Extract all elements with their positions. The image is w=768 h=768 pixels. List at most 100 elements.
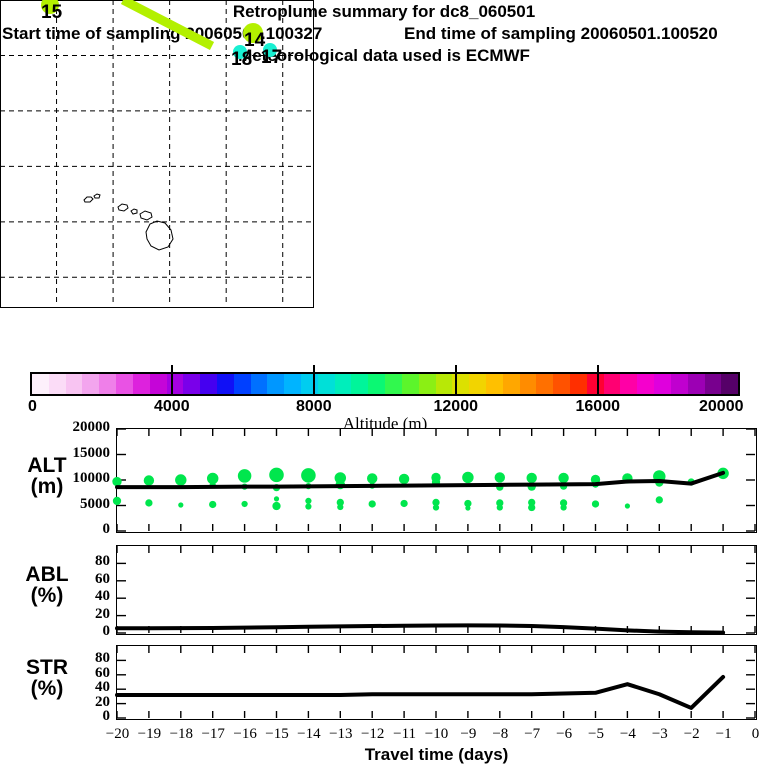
x-tick-label: −8 [492,726,509,742]
colorbar-segment [401,374,419,394]
colorbar-segment [351,374,369,394]
colorbar-segment [334,374,352,394]
colorbar-segment [553,374,570,394]
str-plot [115,646,756,719]
colorbar-segment [65,374,83,394]
hawaii-coastline [83,193,174,251]
abl-row-label: ABL (%) [4,564,90,606]
y-tick-label: 40 [95,588,110,605]
colorbar-tick-label: 8000 [296,398,332,415]
colorbar-segment [469,374,486,394]
x-tick-label: −7 [524,726,541,742]
colorbar-divider [597,372,599,396]
colorbar-divider [171,372,173,396]
colorbar-tick-label: 12000 [433,398,479,415]
x-tick-label: −10 [424,726,449,742]
colorbar-divider [455,372,457,396]
colorbar-segment [82,374,100,394]
abl-label-unit: (%) [30,584,64,607]
alt-row-label: ALT (m) [4,455,90,497]
colorbar-tick-label: 0 [28,398,37,415]
abl-label-text: ABL [25,563,69,586]
colorbar-segment [250,374,268,394]
colorbar-segment [570,374,587,394]
colorbar-segment [687,374,705,394]
map-canvas [0,0,311,305]
colorbar-segment [132,374,150,394]
x-tick-label: −3 [651,726,668,742]
colorbar-segment [721,374,739,394]
abl-panel [115,545,757,635]
colorbar-segment [435,374,453,394]
x-tick-label: −18 [169,726,194,742]
str-label-unit: (%) [30,676,64,700]
colorbar-tick-label: 16000 [575,398,621,415]
colorbar-segment [166,374,184,394]
y-tick-label: 80 [95,553,110,570]
colorbar-tick [597,365,599,372]
x-tick-label: −16 [233,726,257,742]
colorbar-segment [418,374,436,394]
y-tick-label: 20 [95,693,110,710]
retroplume-map: 15 14 18 17 [0,0,314,308]
colorbar-tick [313,365,315,372]
colorbar-segment [586,374,604,394]
abl-plot [115,546,756,635]
page-title: Retroplume summary for dc8_060501 [232,2,536,21]
y-tick-label: 80 [95,650,110,667]
colorbar-segment [485,374,503,394]
colorbar-segment [183,374,201,394]
x-tick-label: −2 [683,726,700,742]
colorbar-tick [171,365,173,372]
x-tick-label: −12 [360,726,385,742]
colorbar-segment [368,374,386,394]
x-tick-label: 0 [751,726,760,742]
x-tick-label: −4 [619,726,636,742]
map-day-label: 18 [231,49,253,70]
y-tick-label: 40 [95,679,110,696]
colorbar-segment [317,374,335,394]
y-tick-label: 5000 [80,495,110,512]
y-tick-label: 60 [95,664,110,681]
str-panel [115,645,757,720]
colorbar-segment [502,374,520,394]
x-tick-label: −6 [556,726,573,742]
colorbar-segment [301,374,318,394]
colorbar-segment [200,374,217,394]
str-row-label: STR (%) [4,657,90,699]
altitude-plot [112,428,756,532]
x-axis-title: Travel time (days) [364,745,509,764]
colorbar-segment [603,374,621,394]
colorbar-segment [267,374,285,394]
y-tick-label: 15000 [72,444,111,461]
str-label-text: STR [26,655,68,679]
colorbar-gradient [30,372,740,396]
altitude-colorbar: 0 4000 8000 12000 16000 20000 Altitude (m) [28,365,744,433]
map-day-label: 15 [41,2,63,23]
colorbar-segment [536,374,554,394]
x-tick-label: −13 [329,726,353,742]
plume-centroid-markers [41,0,277,59]
colorbar-segment [620,374,638,394]
colorbar-segment [149,374,167,394]
x-tick-label: −15 [265,726,289,742]
alt-label-unit: (m) [30,474,64,498]
alt-label-text: ALT [27,453,67,477]
x-tick-label: −11 [393,726,417,742]
colorbar-segment [284,374,301,394]
x-tick-label: −5 [588,726,604,742]
x-tick-label: −20 [105,726,130,742]
sampling-end-time: End time of sampling 20060501.100520 [404,24,718,43]
x-tick-label: −19 [137,726,162,742]
colorbar-segment [32,374,49,394]
x-tick-label: −9 [460,726,477,742]
x-tick-label: −14 [297,726,321,742]
y-tick-label: 20 [95,605,110,622]
map-day-label: 14 [244,30,266,51]
altitude-panel [112,428,757,533]
plume-trajectory [120,0,215,50]
colorbar-tick [455,365,457,372]
colorbar-segment [99,374,117,394]
colorbar-segment [233,374,251,394]
map-day-label: 17 [261,47,283,68]
